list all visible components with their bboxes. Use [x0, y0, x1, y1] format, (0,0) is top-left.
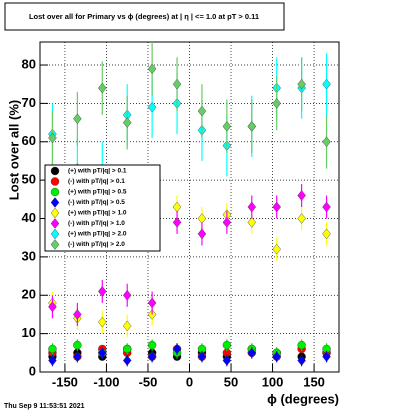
y-tick-label: 40 [22, 210, 36, 225]
data-point [122, 117, 132, 128]
data-point [98, 286, 107, 297]
data-point [272, 201, 281, 213]
legend-label: (+) with pT/|q| > 2.0 [68, 231, 127, 238]
footer: Thu Sep 9 11:53:51 2021 [4, 403, 85, 410]
data-point [73, 309, 82, 320]
data-point [147, 340, 157, 350]
data-point [322, 78, 331, 90]
y-tick-label: 50 [22, 172, 36, 187]
data-point [247, 121, 257, 132]
title-box [4, 2, 285, 31]
x-tick-label: -100 [93, 374, 119, 389]
data-point [297, 213, 306, 224]
y-tick-label: 70 [22, 95, 36, 110]
data-point [322, 228, 331, 240]
data-point [73, 340, 82, 350]
data-point [172, 343, 182, 355]
y-tick-label: 20 [22, 287, 36, 302]
data-point [297, 190, 306, 201]
data-point [247, 217, 257, 228]
data-point [297, 78, 306, 90]
y-tick-label: 80 [22, 56, 36, 71]
x-tick-label: 150 [303, 374, 325, 389]
y-axis-label: Lost over all (%) [6, 100, 21, 200]
data-point [122, 289, 132, 301]
legend-label: (+) with pT/|q| > 0.5 [68, 189, 127, 196]
data-point [172, 217, 182, 228]
data-point [197, 228, 207, 240]
data-point [147, 351, 157, 362]
data-point [122, 320, 132, 332]
legend-marker [50, 197, 60, 208]
x-tick-label: 50 [224, 374, 238, 389]
data-point [272, 98, 281, 109]
legend-marker [50, 207, 60, 219]
data-point [197, 105, 207, 117]
data-point [122, 355, 132, 366]
data-point [147, 101, 157, 113]
legend-label: (+) with pT/|q| > 0.1 [68, 168, 127, 175]
data-point [147, 63, 157, 75]
y-tick-label: 60 [22, 133, 36, 148]
data-point [98, 316, 107, 328]
y-tick-label: 30 [22, 248, 36, 263]
data-point [48, 344, 57, 354]
legend-marker [50, 187, 60, 197]
data-point [48, 132, 57, 144]
data-point [272, 351, 281, 362]
legend-marker [50, 177, 60, 186]
legend-marker [50, 166, 60, 176]
legend-box [44, 164, 161, 252]
data-point [322, 351, 331, 362]
legend-label: (-) with pT/|q| > 1.0 [68, 220, 125, 227]
data-point [48, 301, 57, 313]
data-point [222, 340, 232, 350]
data-point [172, 78, 182, 90]
legend-marker [50, 228, 60, 240]
data-point [222, 121, 232, 132]
data-point [322, 201, 331, 213]
legend-label: (-) with pT/|q| > 2.0 [68, 241, 125, 248]
data-point [197, 351, 207, 362]
x-tick-label: 100 [262, 374, 284, 389]
legend-marker [50, 218, 60, 229]
x-tick-label: -150 [52, 374, 78, 389]
data-point [73, 113, 82, 125]
data-point [297, 340, 306, 350]
data-point [222, 217, 232, 228]
legend-label: (-) with pT/|q| > 0.5 [68, 199, 125, 206]
legend-marker [50, 239, 60, 250]
x-tick-label: 0 [186, 374, 193, 389]
legend-label: (+) with pT/|q| > 1.0 [68, 210, 127, 217]
x-tick-label: -50 [139, 374, 158, 389]
data-point [247, 347, 257, 359]
data-point [272, 243, 281, 255]
data-point [98, 347, 107, 359]
y-tick-label: 10 [22, 325, 36, 340]
data-point [247, 201, 257, 213]
x-axis-label: ϕ (degrees) [267, 391, 339, 406]
y-tick-label: 0 [29, 363, 36, 378]
data-point [322, 136, 331, 148]
data-point [73, 351, 82, 362]
data-point [297, 355, 306, 366]
data-point [147, 297, 157, 309]
chart-title: Lost over all for Primary vs ϕ (degrees)… [29, 12, 259, 21]
data-point [98, 82, 107, 94]
data-point [222, 355, 232, 366]
legend-label: (-) with pT/|q| > 0.1 [68, 178, 125, 185]
data-point [123, 344, 132, 354]
data-point [48, 355, 57, 366]
